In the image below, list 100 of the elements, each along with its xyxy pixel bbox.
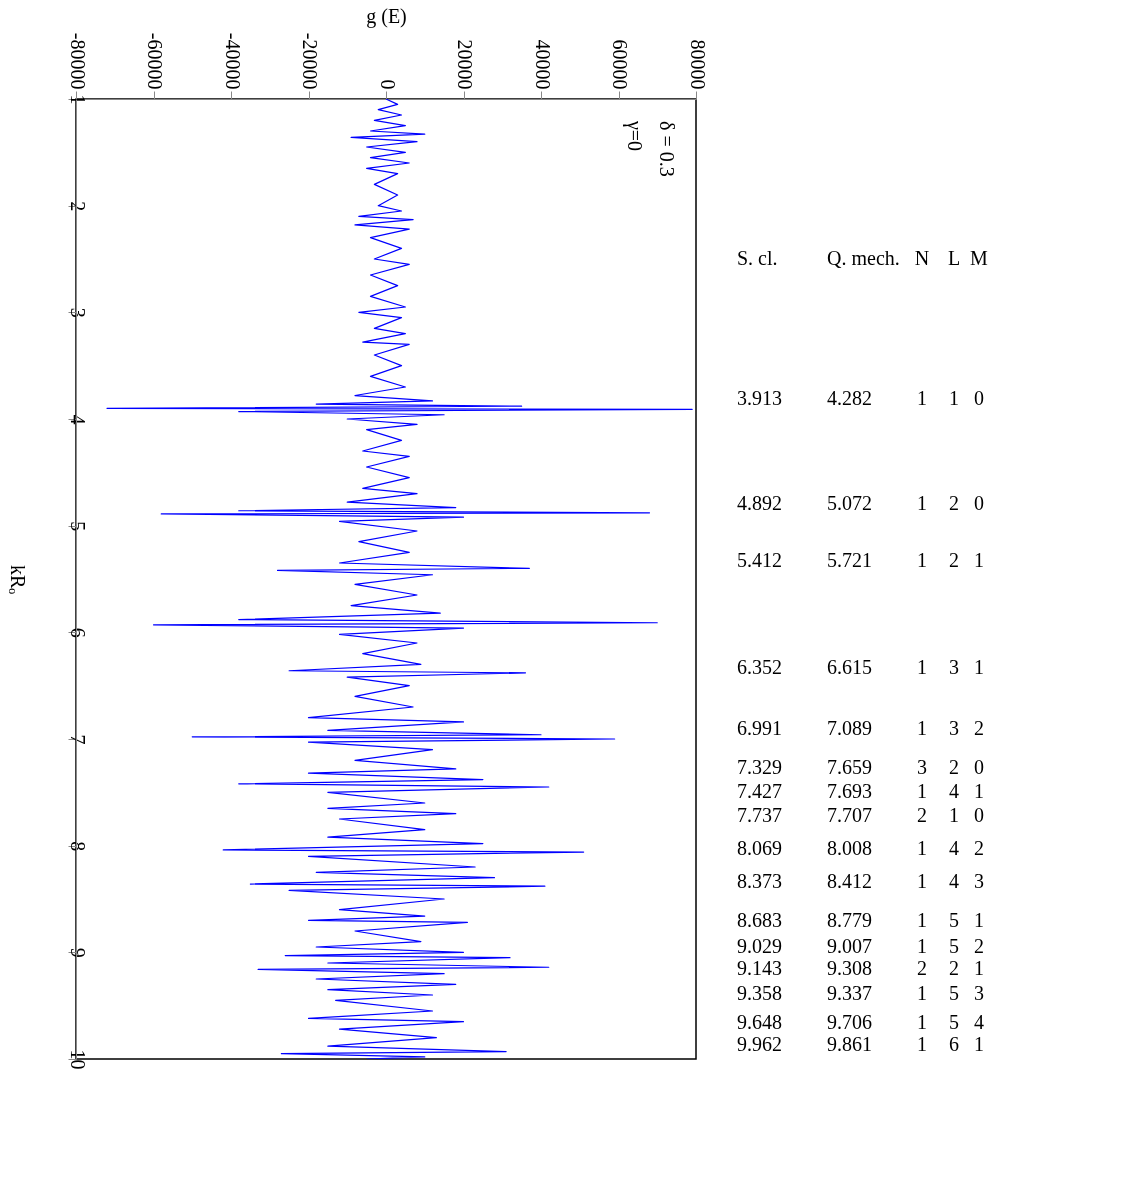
text: 3: [949, 656, 959, 679]
text: 8.412: [827, 870, 872, 893]
annotation: δ = 0.3: [656, 121, 678, 177]
text: 1: [974, 1032, 984, 1055]
text: 5.412: [737, 548, 782, 571]
text: 7.427: [737, 780, 782, 803]
text: 1: [917, 870, 927, 893]
text: 4: [974, 1011, 984, 1034]
text: 9.029: [737, 934, 782, 957]
text: 1: [917, 1011, 927, 1034]
text: 5: [949, 981, 959, 1004]
text: 7.659: [827, 756, 872, 779]
y-axis-title: kRₒ: [6, 564, 29, 595]
text: 4.892: [737, 492, 782, 515]
text: 7.737: [737, 804, 782, 827]
text: S. cl.: [737, 247, 778, 270]
text: 1: [917, 492, 927, 515]
x-tick-label: -20000: [299, 32, 321, 90]
text: 9.337: [827, 981, 872, 1004]
text: 1: [974, 656, 984, 679]
text: 4: [949, 836, 959, 859]
text: 1: [917, 716, 927, 739]
text: 1: [917, 836, 927, 859]
text: 7.693: [827, 780, 872, 803]
text: 9.007: [827, 934, 872, 957]
x-tick-label: 20000: [454, 39, 476, 90]
text: 5: [949, 908, 959, 931]
text: 9.143: [737, 956, 782, 979]
text: 0: [974, 387, 984, 410]
text: 2: [917, 956, 927, 979]
text: 3: [917, 756, 927, 779]
text: 9.648: [737, 1011, 782, 1034]
text: 1: [974, 908, 984, 931]
y-tick-label: 2: [66, 201, 89, 212]
text: 1: [917, 1032, 927, 1055]
text: 3.913: [737, 387, 782, 410]
text: 2: [949, 956, 959, 979]
text: 1: [917, 387, 927, 410]
text: Q. mech.: [827, 247, 900, 270]
text: 2: [974, 934, 984, 957]
x-tick-label: -60000: [144, 32, 166, 90]
text: 2: [949, 492, 959, 515]
text: 0: [974, 492, 984, 515]
line-series: [106, 99, 693, 1059]
text: 1: [949, 387, 959, 410]
text: L: [947, 247, 961, 270]
text: 2: [917, 804, 927, 827]
text: 9.962: [737, 1032, 782, 1055]
x-tick-label: 0: [376, 79, 399, 90]
text: 5.072: [827, 492, 872, 515]
text: 6.991: [737, 716, 782, 739]
text: 6: [949, 1032, 959, 1055]
y-tick-label: 1: [66, 94, 89, 105]
text: 1: [974, 780, 984, 803]
text: 1: [917, 656, 927, 679]
y-tick-label: 10: [66, 1049, 89, 1070]
text: 0: [974, 756, 984, 779]
x-tick-label: 40000: [531, 39, 554, 90]
text: 5: [949, 1011, 959, 1034]
text: 1: [949, 804, 959, 827]
text: 1: [917, 548, 927, 571]
text: 4: [949, 780, 959, 803]
text: 2: [949, 548, 959, 571]
text: 8.373: [737, 870, 782, 893]
text: 5: [949, 934, 959, 957]
text: 2: [974, 836, 984, 859]
text: 1: [974, 956, 984, 979]
text: 4.282: [827, 387, 872, 410]
text: M: [970, 247, 989, 270]
annotation: γ=0: [623, 120, 646, 152]
text: 3: [949, 716, 959, 739]
text: 7.329: [737, 756, 782, 779]
text: 2: [949, 756, 959, 779]
text: 1: [917, 908, 927, 931]
x-tick-label: 60000: [609, 39, 631, 90]
text: 6.352: [737, 656, 782, 679]
text: N: [914, 247, 930, 270]
text: 2: [974, 716, 984, 739]
x-axis-title: g (E): [366, 4, 407, 28]
text: 3: [974, 981, 984, 1004]
y-tick-label: 7: [66, 734, 89, 745]
text: 1: [917, 934, 927, 957]
x-tick-label: -80000: [66, 32, 89, 90]
text: 3: [974, 870, 984, 893]
text: 9.706: [827, 1011, 872, 1034]
text: 8.683: [737, 908, 782, 931]
x-tick-label: 80000: [686, 39, 709, 90]
text: 1: [917, 780, 927, 803]
y-tick-label: 9: [66, 947, 89, 958]
text: 9.358: [737, 981, 782, 1004]
text: 6.615: [827, 656, 872, 679]
text: 9.308: [827, 956, 872, 979]
text: 1: [974, 548, 984, 571]
text: 1: [917, 981, 927, 1004]
text: 7.707: [827, 804, 872, 827]
text: 8.779: [827, 908, 872, 931]
text: 5.721: [827, 548, 872, 571]
text: 4: [949, 870, 959, 893]
text: 8.008: [827, 836, 872, 859]
text: 0: [974, 804, 984, 827]
